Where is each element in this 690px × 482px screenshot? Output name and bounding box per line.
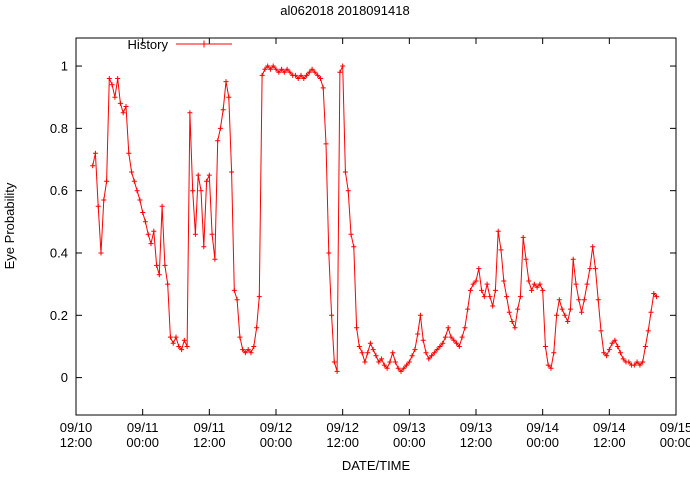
x-tick-label-time: 12:00	[326, 435, 359, 450]
x-tick-label-date: 09/13	[460, 420, 493, 435]
y-tick-label: 0.8	[50, 121, 68, 136]
history-line	[92, 65, 657, 373]
x-tick-label-date: 09/15	[660, 420, 690, 435]
x-tick-label-time: 00:00	[126, 435, 159, 450]
x-tick-label-time: 12:00	[460, 435, 493, 450]
y-tick-label: 0.4	[50, 245, 68, 260]
x-tick-label-date: 09/12	[326, 420, 359, 435]
x-tick-label-date: 09/14	[593, 420, 626, 435]
x-tick-label-time: 12:00	[593, 435, 626, 450]
y-tick-label: 0	[61, 370, 68, 385]
y-tick-label: 1	[61, 59, 68, 74]
x-tick-label-time: 12:00	[60, 435, 93, 450]
x-tick-label-time: 12:00	[193, 435, 226, 450]
x-tick-label-date: 09/13	[393, 420, 426, 435]
x-tick-label-date: 09/14	[526, 420, 559, 435]
x-tick-label-date: 09/11	[127, 420, 159, 435]
x-tick-label-time: 00:00	[260, 435, 293, 450]
history-plus-markers	[90, 63, 660, 374]
x-tick-label-date: 09/11	[194, 420, 226, 435]
x-tick-label-date: 09/10	[60, 420, 93, 435]
x-tick-label-time: 00:00	[526, 435, 559, 450]
legend-label-history: History	[127, 37, 168, 52]
y-tick-label: 0.2	[50, 308, 68, 323]
legend-sample-marker	[200, 40, 208, 48]
x-axis-label: DATE/TIME	[341, 458, 411, 473]
chart-title: al062018 2018091418	[280, 3, 410, 18]
x-tick-label-time: 00:00	[660, 435, 690, 450]
y-tick-label: 0.6	[50, 183, 68, 198]
plot-frame	[75, 37, 677, 416]
x-tick-label-time: 00:00	[393, 435, 426, 450]
x-tick-label-date: 09/12	[260, 420, 293, 435]
